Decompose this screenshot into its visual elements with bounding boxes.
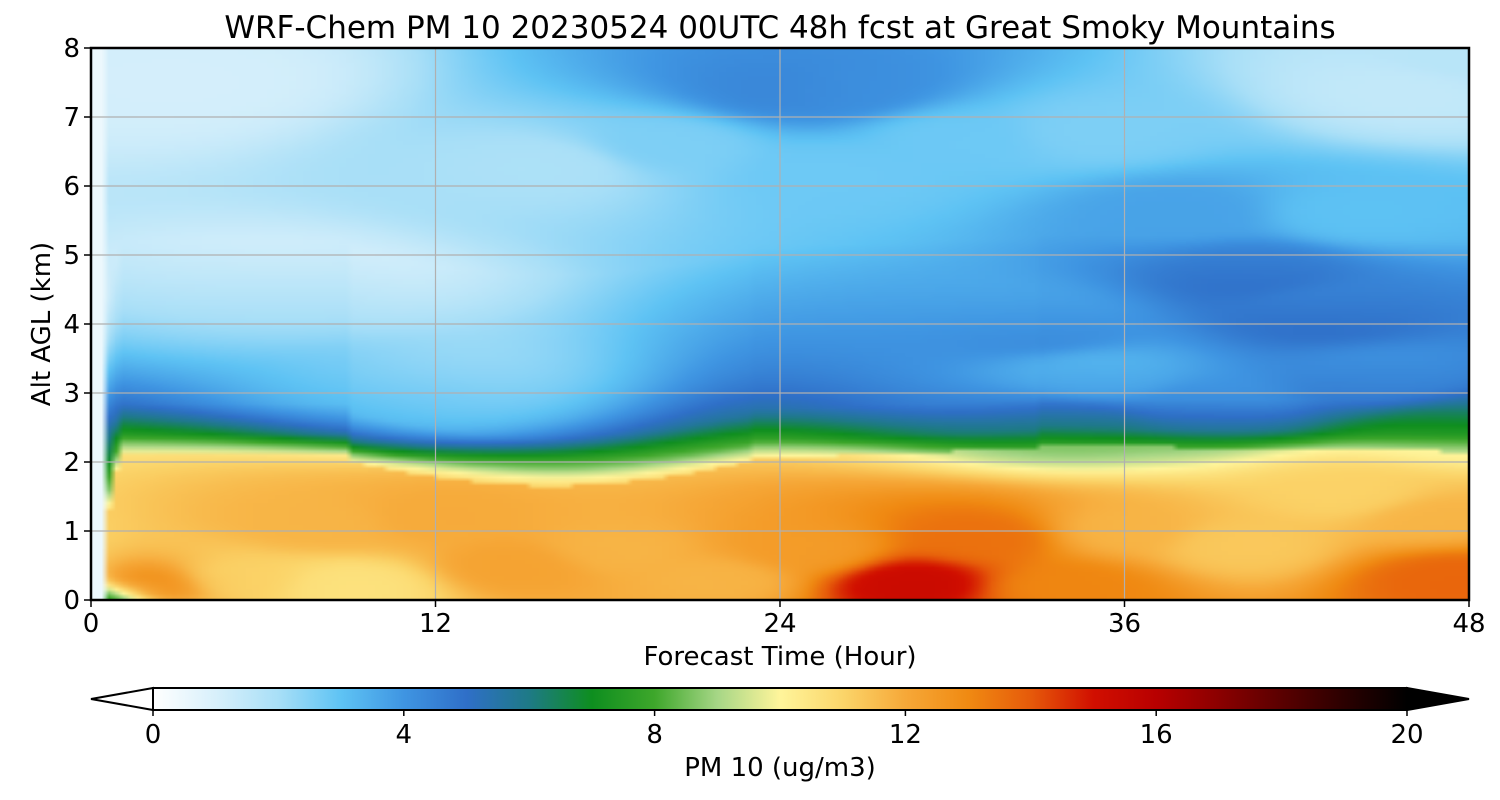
colorbar-label: PM 10 (ug/m3) (684, 753, 876, 783)
y-tick-label: 0 (63, 586, 80, 616)
y-axis-label: Alt AGL (km) (27, 242, 57, 406)
colorbar-tick-label: 16 (1140, 720, 1173, 750)
colorbar-ticks: 0 4 8 12 16 20 (145, 710, 1424, 750)
y-tick-label: 7 (63, 103, 80, 133)
colorbar-tick-label: 4 (396, 720, 413, 750)
colorbar-tick-label: 8 (646, 720, 663, 750)
x-tick-label: 12 (419, 609, 452, 639)
colorbar-extend-max (1406, 686, 1470, 712)
x-tick-label: 0 (83, 609, 100, 639)
y-tick-label: 1 (63, 517, 80, 547)
y-tick-label: 5 (63, 241, 80, 271)
chart-title: WRF-Chem PM 10 20230524 00UTC 48h fcst a… (224, 10, 1335, 46)
x-axis-label: Forecast Time (Hour) (643, 642, 916, 672)
y-tick-label: 4 (63, 310, 80, 340)
colorbar-tick-label: 12 (889, 720, 922, 750)
colorbar-extend-min (90, 686, 154, 712)
y-tick-label: 8 (63, 34, 80, 64)
colorbar-tick-label: 20 (1390, 720, 1423, 750)
y-axis-ticks: 0 1 2 3 4 5 6 7 8 (63, 34, 91, 616)
colorbar-gradient (153, 688, 1407, 710)
y-tick-label: 2 (63, 448, 80, 478)
x-tick-label: 24 (763, 609, 796, 639)
colorbar: 0 4 8 12 16 20 PM 10 (ug/m3) (90, 686, 1470, 783)
x-axis-ticks: 0 12 24 36 48 (83, 600, 1486, 639)
grid-lines (91, 48, 1469, 600)
colorbar-frame (152, 687, 1408, 711)
x-tick-label: 48 (1452, 609, 1485, 639)
y-tick-label: 6 (63, 172, 80, 202)
colorbar-tick-label: 0 (145, 720, 162, 750)
y-tick-label: 3 (63, 379, 80, 409)
x-tick-label: 36 (1108, 609, 1141, 639)
